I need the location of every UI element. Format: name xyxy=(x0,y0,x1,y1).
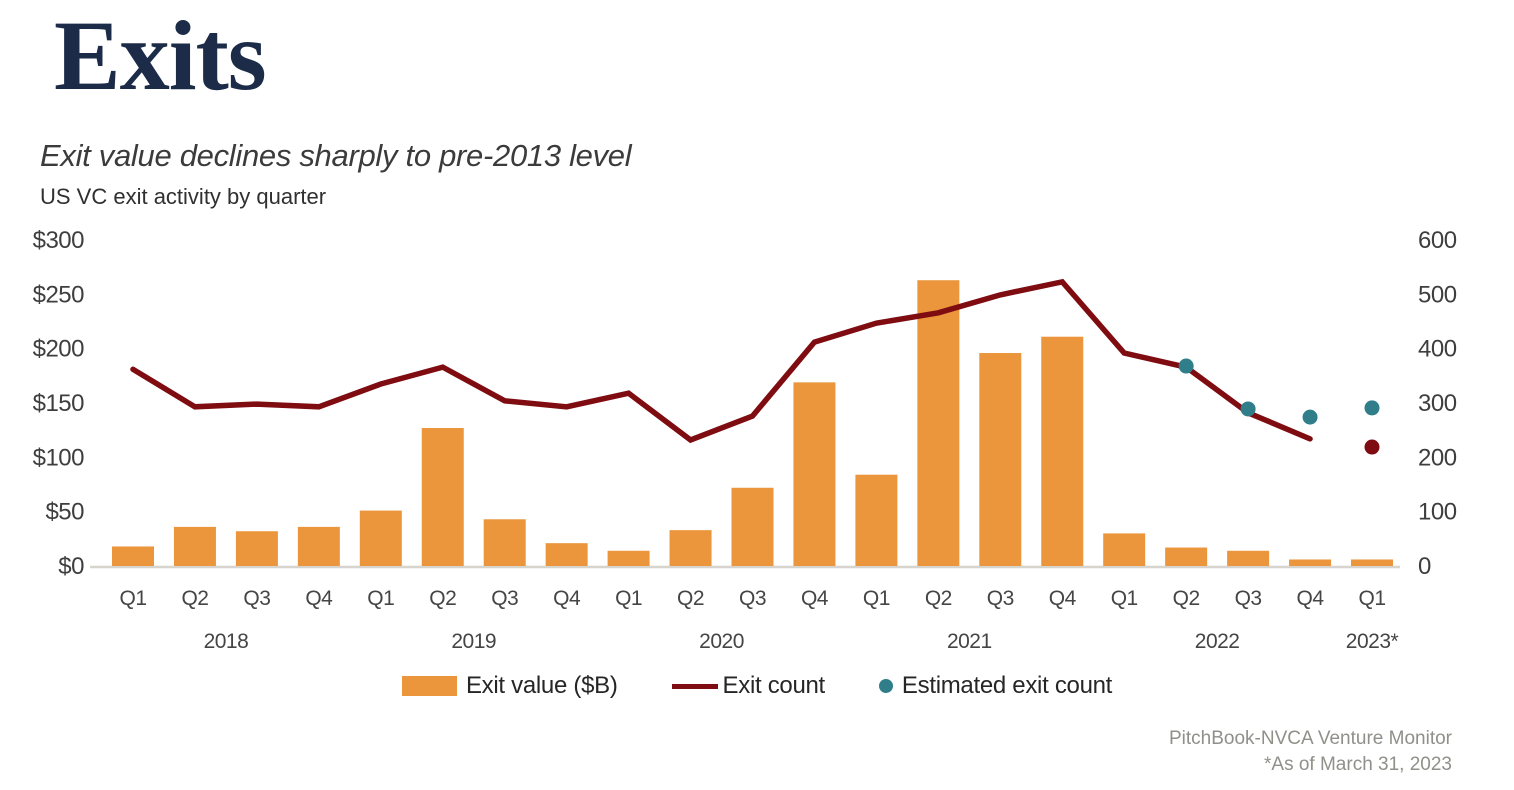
year-label: 2020 xyxy=(699,630,744,653)
right-axis-tick: 100 xyxy=(1418,499,1457,526)
year-label: 2019 xyxy=(451,630,496,653)
right-axis-tick: 500 xyxy=(1418,281,1457,308)
year-label: 2018 xyxy=(204,630,249,653)
legend-label-estimated-exit-count: Estimated exit count xyxy=(901,672,1113,699)
right-axis-tick: 0 xyxy=(1418,553,1431,580)
source-note: PitchBook-NVCA Venture Monitor *As of Ma… xyxy=(1169,726,1452,778)
quarter-label: Q4 xyxy=(553,587,581,610)
quarter-label: Q4 xyxy=(1297,587,1325,610)
bar-q2-2019 xyxy=(421,427,464,566)
exit-count-line xyxy=(130,278,1313,444)
legend-label-exit-count: Exit count xyxy=(722,672,826,699)
bar-q3-2022 xyxy=(1227,550,1270,566)
quarter-label: Q3 xyxy=(1235,587,1262,610)
bar-q4-2022 xyxy=(1289,559,1332,566)
legend: Exit value ($B) Exit count Estimated exi… xyxy=(0,672,1514,700)
section-title: Exits xyxy=(54,0,267,111)
quarter-label: Q3 xyxy=(987,587,1014,610)
bar-q4-2020 xyxy=(793,382,836,566)
right-axis-tick: 600 xyxy=(1418,227,1457,254)
quarter-label: Q1 xyxy=(863,587,890,610)
exit-count-line-swatch-icon xyxy=(671,683,718,689)
bar-q2-2018 xyxy=(173,526,216,566)
legend-label-exit-value: Exit value ($B) xyxy=(465,672,618,699)
legend-item-estimated-exit-count: Estimated exit count xyxy=(878,672,1113,700)
quarter-label: Q1 xyxy=(1358,587,1385,610)
bar-q3-2019 xyxy=(483,519,526,566)
legend-item-exit-count: Exit count xyxy=(671,672,826,700)
quarter-label: Q1 xyxy=(615,587,642,610)
bar-q2-2021 xyxy=(917,280,960,566)
bar-q1-2021 xyxy=(855,474,898,566)
year-label: 2022 xyxy=(1195,630,1240,653)
year-label: 2021 xyxy=(947,630,992,653)
bar-q3-2021 xyxy=(979,353,1022,566)
estimated-exit-count-dot-swatch-icon xyxy=(878,679,893,693)
right-axis-tick: 200 xyxy=(1418,444,1457,471)
legend-item-exit-value: Exit value ($B) xyxy=(401,672,618,700)
estimated-exit-count-dot-q4-2022 xyxy=(1302,409,1318,425)
exit-activity-chart: $0 $50 $100 $150 $200 $250 $300 0 100 200 300 400 50… xyxy=(33,227,1458,653)
right-axis-tick: 400 xyxy=(1418,336,1457,363)
quarter-label: Q3 xyxy=(491,587,518,610)
bar-q3-2018 xyxy=(235,531,278,566)
chart-area: $0 $50 $100 $150 $200 $250 $300 0 100 200 300 400 50… xyxy=(0,225,1514,670)
bar-q1-2019 xyxy=(359,510,402,566)
exit-count-dot-q1-2023 xyxy=(1364,439,1380,455)
chart-title: Exit value declines sharply to pre-2013 … xyxy=(40,138,632,173)
bar-q4-2021 xyxy=(1041,336,1084,566)
bar-q1-2022 xyxy=(1103,533,1146,566)
quarter-label: Q2 xyxy=(677,587,704,610)
chart-subtitle: US VC exit activity by quarter xyxy=(40,184,327,209)
quarter-label: Q2 xyxy=(429,587,456,610)
quarter-label: Q2 xyxy=(181,587,208,610)
estimated-exit-count-dot-q2-2022 xyxy=(1178,358,1194,374)
left-axis-tick: $150 xyxy=(33,390,85,417)
bar-q2-2020 xyxy=(669,530,712,566)
bar-q1-2018 xyxy=(112,546,154,566)
left-axis-tick: $100 xyxy=(33,444,85,471)
left-axis-tick: $250 xyxy=(33,281,85,308)
bar-q1-2023 xyxy=(1351,559,1393,566)
quarter-label: Q4 xyxy=(1049,587,1077,610)
source-line: PitchBook-NVCA Venture Monitor xyxy=(1168,728,1452,749)
right-axis-tick: 300 xyxy=(1418,390,1457,417)
bar-q1-2020 xyxy=(607,550,650,566)
quarter-label: Q3 xyxy=(243,587,270,610)
bar-q3-2020 xyxy=(731,487,774,566)
quarter-label: Q1 xyxy=(1111,587,1138,610)
bar-q2-2022 xyxy=(1165,547,1208,566)
left-axis-tick: $50 xyxy=(45,499,84,526)
left-axis-tick: $200 xyxy=(33,336,85,363)
quarter-label: Q1 xyxy=(119,587,146,610)
quarter-label: Q4 xyxy=(305,587,333,610)
quarter-label: Q4 xyxy=(801,587,829,610)
left-axis-tick: $0 xyxy=(58,553,84,580)
quarter-label: Q3 xyxy=(739,587,766,610)
bar-q4-2018 xyxy=(297,526,340,566)
as-of-line: *As of March 31, 2023 xyxy=(1264,754,1452,775)
bar-q4-2019 xyxy=(545,543,588,566)
year-label: 2023* xyxy=(1346,630,1399,653)
quarter-label: Q2 xyxy=(1173,587,1200,610)
estimated-exit-count-dot-q3-2022 xyxy=(1240,401,1256,417)
quarter-label: Q2 xyxy=(925,587,952,610)
exit-value-bar-swatch-icon xyxy=(401,676,457,696)
left-axis-tick: $300 xyxy=(33,227,85,254)
quarter-label: Q1 xyxy=(367,587,394,610)
estimated-exit-count-dot-q1-2023 xyxy=(1364,400,1380,416)
